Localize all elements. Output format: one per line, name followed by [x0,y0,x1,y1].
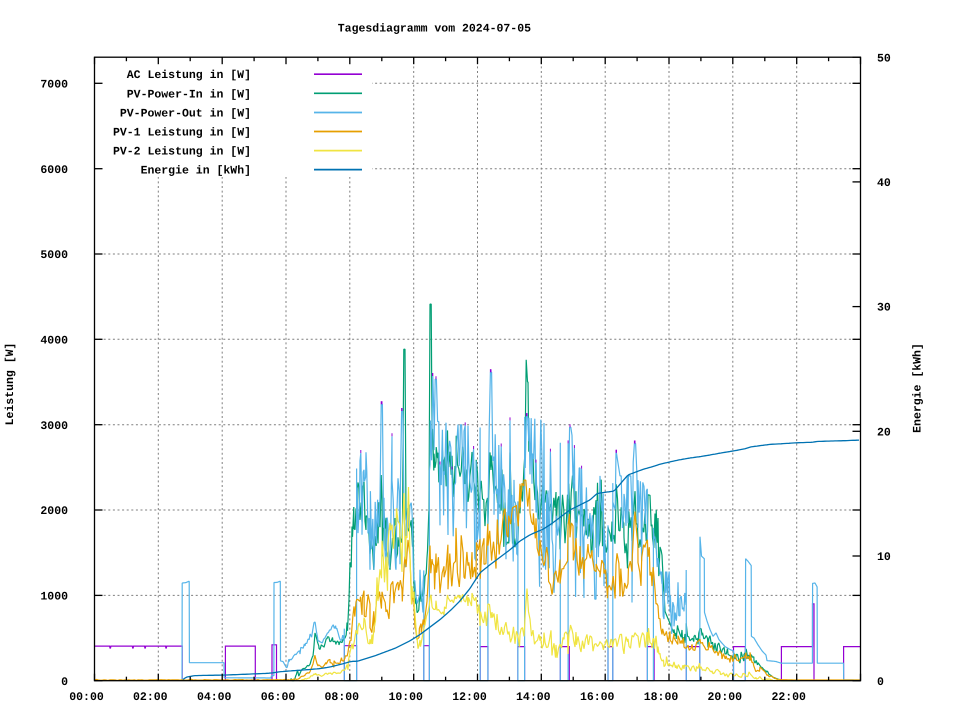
svg-text:14:00: 14:00 [516,691,551,704]
svg-text:1000: 1000 [40,591,68,604]
svg-text:10: 10 [877,551,891,564]
svg-text:04:00: 04:00 [197,691,232,704]
svg-text:40: 40 [877,177,891,190]
svg-text:Tagesdiagramm vom 2024-07-05: Tagesdiagramm vom 2024-07-05 [338,23,531,36]
svg-text:7000: 7000 [40,78,68,91]
svg-text:PV-Power-Out in [W]: PV-Power-Out in [W] [120,108,251,121]
svg-text:06:00: 06:00 [261,691,296,704]
svg-text:Leistung [W]: Leistung [W] [4,343,17,426]
svg-text:Energie [kWh]: Energie [kWh] [912,343,925,433]
svg-text:0: 0 [877,676,884,689]
svg-text:22:00: 22:00 [771,691,806,704]
svg-text:16:00: 16:00 [580,691,615,704]
svg-text:PV-Power-In in [W]: PV-Power-In in [W] [127,88,251,101]
svg-text:00:00: 00:00 [69,691,104,704]
svg-text:12:00: 12:00 [452,691,487,704]
svg-text:4000: 4000 [40,334,68,347]
svg-text:AC Leistung in [W]: AC Leistung in [W] [127,69,251,82]
svg-text:2000: 2000 [40,505,68,518]
svg-text:5000: 5000 [40,249,68,262]
svg-text:18:00: 18:00 [644,691,679,704]
svg-text:50: 50 [877,52,891,65]
svg-text:Energie in [kWh]: Energie in [kWh] [141,165,251,178]
svg-text:0: 0 [61,676,68,689]
svg-text:PV-2 Leistung in [W]: PV-2 Leistung in [W] [113,146,251,159]
svg-text:3000: 3000 [40,420,68,433]
svg-text:02:00: 02:00 [133,691,168,704]
svg-text:08:00: 08:00 [325,691,360,704]
svg-text:20: 20 [877,426,891,439]
svg-text:30: 30 [877,302,891,315]
svg-text:PV-1 Leistung in [W]: PV-1 Leistung in [W] [113,127,251,140]
svg-text:10:00: 10:00 [388,691,423,704]
svg-text:6000: 6000 [40,164,68,177]
svg-text:20:00: 20:00 [708,691,743,704]
